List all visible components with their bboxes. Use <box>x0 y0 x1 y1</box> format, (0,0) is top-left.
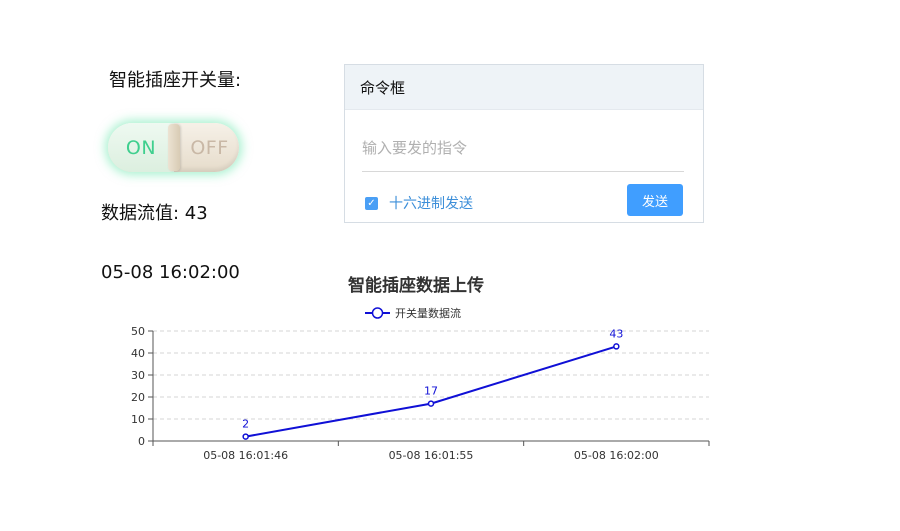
command-panel-title: 命令框 <box>345 65 703 110</box>
x-tick-label: 05-08 16:01:46 <box>203 449 288 462</box>
data-label: 2 <box>242 418 249 431</box>
hex-send-label: 十六进制发送 <box>389 196 473 212</box>
hex-send-checkbox[interactable]: ✓ <box>365 196 378 210</box>
chart-title: 智能插座数据上传 <box>348 275 484 296</box>
chart-legend[interactable]: 开关量数据流 <box>365 306 461 320</box>
data-label: 43 <box>609 327 623 340</box>
hex-send-option[interactable]: ✓ 十六进制发送 <box>365 193 473 213</box>
toggle-off-segment[interactable]: OFF <box>190 136 229 159</box>
toggle-knob[interactable] <box>168 124 180 171</box>
data-point <box>613 343 620 350</box>
y-tick-label: 20 <box>131 391 145 404</box>
y-tick-label: 40 <box>131 347 145 360</box>
data-flow-value: 数据流值: 43 <box>101 203 208 224</box>
y-tick-label: 50 <box>131 325 145 338</box>
data-point <box>242 433 249 440</box>
y-tick-label: 30 <box>131 369 145 382</box>
legend-label: 开关量数据流 <box>395 306 461 320</box>
command-input[interactable] <box>362 125 684 172</box>
x-tick-label: 05-08 16:02:00 <box>574 449 659 462</box>
switch-label: 智能插座开关量: <box>109 70 242 91</box>
toggle-on-segment[interactable]: ON <box>108 123 174 172</box>
power-toggle[interactable]: ON OFF <box>108 123 239 172</box>
data-label: 17 <box>424 385 438 398</box>
y-tick-label: 10 <box>131 413 145 426</box>
legend-marker-icon <box>371 307 384 319</box>
x-tick-label: 05-08 16:01:55 <box>389 449 474 462</box>
send-button[interactable]: 发送 <box>627 184 683 216</box>
y-tick-label: 0 <box>138 435 145 448</box>
data-point <box>427 400 435 407</box>
command-panel: 命令框 ✓ 十六进制发送 发送 <box>344 64 704 223</box>
last-update-timestamp: 05-08 16:02:00 <box>101 262 240 283</box>
